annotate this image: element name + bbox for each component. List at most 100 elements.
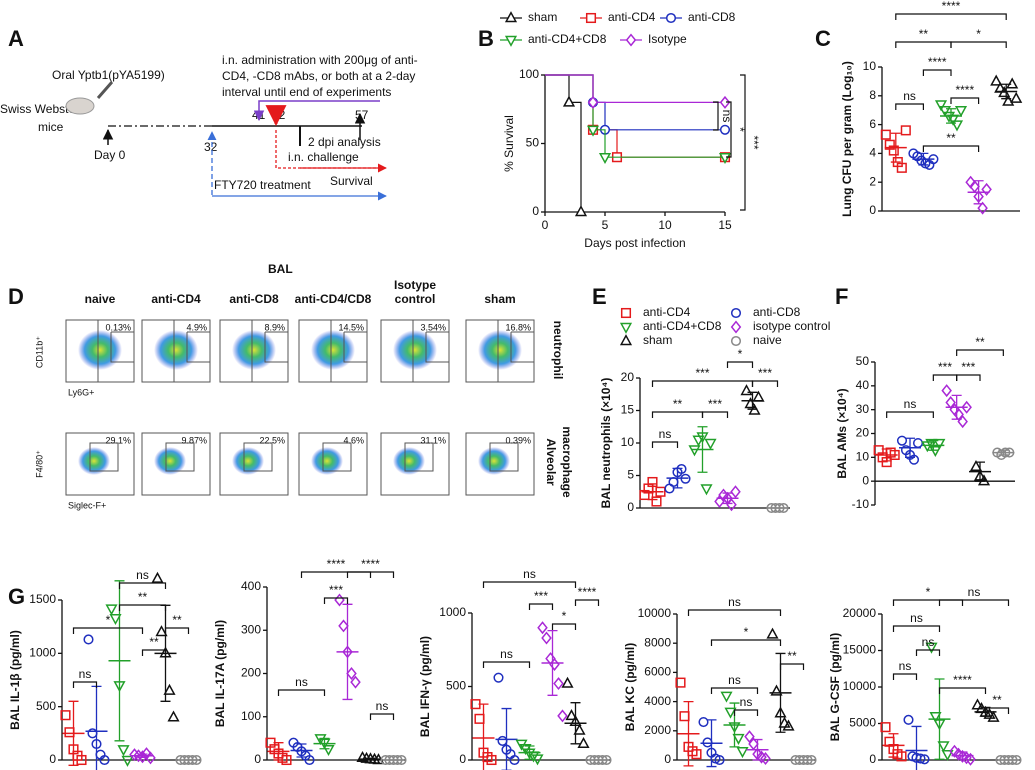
day-label: 42 bbox=[272, 108, 286, 122]
y-tick-label: 6000 bbox=[644, 665, 671, 679]
row-label: macrophage bbox=[560, 426, 574, 498]
error-bar bbox=[946, 108, 956, 124]
axis-label: Siglec-F+ bbox=[68, 500, 106, 510]
y-axis-label: Lung CFU per gram (Log₁₀) bbox=[840, 61, 854, 217]
y-axis-label: BAL G-CSF (pg/ml) bbox=[828, 633, 842, 741]
significance-bracket bbox=[895, 13, 1007, 20]
significance-label: **** bbox=[327, 557, 346, 571]
error-bar bbox=[697, 426, 708, 473]
y-tick-label: 40 bbox=[856, 378, 870, 392]
data-point bbox=[105, 604, 118, 616]
significance-label: ns bbox=[523, 567, 536, 581]
column-header: Isotype bbox=[394, 278, 436, 292]
gate bbox=[89, 442, 119, 472]
error-bar bbox=[973, 180, 984, 205]
data-point bbox=[938, 106, 952, 118]
flow-title: BAL bbox=[268, 262, 293, 276]
data-point bbox=[574, 205, 588, 217]
error-bar bbox=[888, 733, 899, 758]
significance-label: ** bbox=[975, 335, 985, 349]
data-point bbox=[1002, 94, 1015, 106]
survival-line bbox=[545, 74, 725, 103]
significance-bracket bbox=[164, 627, 190, 634]
fty-label: FTY720 treatment bbox=[214, 178, 311, 192]
y-tick-label: 500 bbox=[446, 679, 466, 693]
panel-label: F bbox=[835, 284, 848, 309]
row-label: Alveolar bbox=[544, 438, 558, 486]
data-point bbox=[933, 438, 946, 450]
significance-bracket bbox=[726, 361, 754, 368]
y-tick-label: 100 bbox=[519, 67, 539, 81]
y-tick-label: 10 bbox=[856, 450, 870, 464]
significance-bracket bbox=[740, 74, 746, 211]
data-point bbox=[692, 435, 705, 447]
mouse-icon bbox=[65, 97, 95, 115]
significance-label: ns bbox=[728, 595, 741, 609]
significance-bracket bbox=[922, 145, 980, 152]
data-point bbox=[565, 709, 578, 721]
y-tick-label: 8 bbox=[869, 88, 876, 102]
data-point bbox=[880, 722, 891, 733]
column-header: anti-CD8 bbox=[229, 292, 279, 306]
data-point bbox=[668, 476, 679, 488]
y-tick-label: 0 bbox=[869, 752, 876, 766]
error-bar bbox=[137, 753, 148, 758]
axis-label: CD11b⁺ bbox=[34, 336, 44, 368]
significance-bracket bbox=[932, 374, 958, 381]
data-point bbox=[954, 106, 968, 118]
significance-label: ** bbox=[149, 635, 159, 649]
legend-marker bbox=[504, 35, 518, 47]
error-bar bbox=[1001, 83, 1012, 100]
y-tick-label: 0 bbox=[254, 752, 261, 766]
error-bar bbox=[998, 449, 1009, 456]
significance-bracket bbox=[892, 673, 918, 680]
data-point bbox=[509, 754, 520, 766]
significance-bracket bbox=[956, 349, 1004, 356]
data-point bbox=[929, 445, 942, 458]
gate-percent: 3.54% bbox=[420, 322, 446, 332]
significance-label: * bbox=[926, 585, 931, 599]
legend-label: anti-CD4+CD8 bbox=[643, 319, 722, 333]
significance-bracket bbox=[574, 599, 600, 606]
data-point bbox=[87, 728, 98, 739]
y-tick-label: 400 bbox=[241, 579, 261, 593]
significance-label: ** bbox=[992, 693, 1002, 707]
legend-label: anti-CD4+CD8 bbox=[528, 32, 607, 46]
gate bbox=[251, 320, 288, 382]
error-bar bbox=[68, 700, 79, 766]
data-point bbox=[167, 710, 180, 722]
significance-label: ns bbox=[136, 568, 149, 582]
error-bar bbox=[342, 603, 353, 701]
legend-marker bbox=[730, 320, 742, 334]
data-point bbox=[117, 745, 130, 757]
error-bar bbox=[501, 707, 512, 770]
significance-label: **** bbox=[942, 0, 961, 13]
data-point bbox=[121, 755, 134, 767]
data-point bbox=[151, 571, 164, 583]
gate-percent: 8.9% bbox=[264, 322, 285, 332]
data-point bbox=[766, 627, 779, 639]
analysis-label: 2 dpi analysis bbox=[308, 135, 381, 149]
error-bar bbox=[747, 391, 758, 410]
legend-label: sham bbox=[528, 10, 557, 24]
density-blob bbox=[393, 447, 425, 475]
data-point bbox=[698, 716, 709, 728]
x-tick-label: 0 bbox=[542, 218, 549, 232]
data-point bbox=[736, 747, 749, 759]
data-point bbox=[163, 683, 176, 695]
data-point bbox=[83, 634, 94, 645]
significance-bracket bbox=[710, 687, 759, 694]
column-header: anti-CD4/CD8 bbox=[295, 292, 372, 306]
y-tick-label: 6 bbox=[869, 117, 876, 131]
data-point bbox=[718, 153, 732, 165]
data-point bbox=[675, 677, 686, 688]
significance-bracket bbox=[922, 69, 952, 76]
y-tick-label: 20000 bbox=[843, 606, 877, 620]
y-tick-label: 1000 bbox=[29, 646, 56, 660]
density-blob bbox=[154, 447, 186, 475]
x-tick-label: 5 bbox=[602, 218, 609, 232]
gate-percent: 31.1% bbox=[420, 435, 446, 445]
error-bar bbox=[273, 742, 284, 761]
density-blob bbox=[311, 447, 343, 475]
survival-line bbox=[545, 74, 725, 158]
